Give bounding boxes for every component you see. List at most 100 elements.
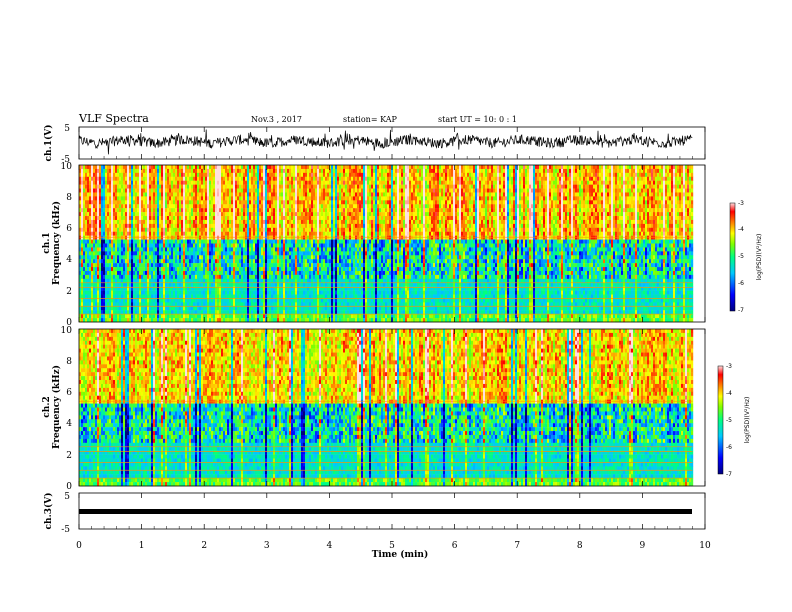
spectrogram-cell xyxy=(245,176,248,181)
spectrogram-cell xyxy=(307,219,310,225)
spectrogram-cell xyxy=(291,247,294,252)
spectrogram-cell xyxy=(175,219,178,225)
spectrogram-cell xyxy=(293,196,296,201)
spectrogram-cell xyxy=(103,247,106,252)
spectrogram-cell xyxy=(245,188,248,193)
spectrogram-cell xyxy=(207,290,210,295)
spectrogram-cell xyxy=(91,208,94,213)
spectrogram-cell xyxy=(211,200,214,205)
spectrogram-cell xyxy=(141,192,144,197)
spectrogram-cell xyxy=(321,176,324,181)
spectrogram-cell xyxy=(87,196,90,201)
spectrogram-cell xyxy=(303,235,306,240)
spectrogram-cell xyxy=(173,180,176,185)
spectrogram-cell xyxy=(301,212,304,217)
spectrogram-cell xyxy=(231,180,234,185)
spectrogram-cell xyxy=(131,318,134,323)
spectrogram-cell xyxy=(231,204,234,209)
spectrogram-cell xyxy=(119,180,122,185)
spectrogram-cell xyxy=(197,184,200,189)
spectrogram-cell xyxy=(291,263,294,268)
spectrogram-cell xyxy=(293,219,296,225)
spectrogram-cell xyxy=(235,188,238,193)
spectrogram-cell xyxy=(89,239,92,244)
spectrogram-cell xyxy=(273,235,276,240)
spectrogram-cell xyxy=(203,212,206,217)
spectrogram-cell xyxy=(105,172,108,177)
spectrogram-cell xyxy=(177,172,180,177)
spectrogram-cell xyxy=(299,165,302,170)
spectrogram-cell xyxy=(163,172,166,177)
spectrogram-cell xyxy=(163,216,166,221)
spectrogram-cell xyxy=(121,219,124,225)
spectrogram-cell xyxy=(133,259,136,264)
spectrogram-cell xyxy=(279,219,282,225)
spectrogram-cell xyxy=(305,314,308,319)
spectrogram-cell xyxy=(101,184,104,189)
spectrogram-cell xyxy=(215,290,218,295)
spectrogram-cell xyxy=(321,314,324,319)
spectrogram-cell xyxy=(259,310,262,315)
spectrogram-cell xyxy=(91,310,94,315)
spectrogram-cell xyxy=(81,231,84,236)
spectrogram-cell xyxy=(293,243,296,248)
spectrogram-cell xyxy=(79,239,82,244)
spectrogram-cell xyxy=(99,200,102,205)
spectrogram-cell xyxy=(205,310,208,315)
spectrogram-cell xyxy=(121,282,124,287)
spectrogram-cell xyxy=(265,302,268,307)
spectrogram-cell xyxy=(91,314,94,319)
spectrogram-cell xyxy=(275,306,278,311)
spectrogram-cell xyxy=(157,255,160,260)
spectrogram-cell xyxy=(299,286,302,291)
spectrogram-cell xyxy=(129,239,132,244)
spectrogram-cell xyxy=(327,267,330,272)
spectrogram-cell xyxy=(111,180,114,185)
spectrogram-cell xyxy=(209,286,212,291)
spectrogram-cell xyxy=(113,208,116,213)
spectrogram-cell xyxy=(81,263,84,268)
spectrogram-cell xyxy=(143,223,146,229)
spectrogram-cell xyxy=(255,314,258,319)
spectrogram-cell xyxy=(323,168,326,174)
spectrogram-cell xyxy=(165,314,168,319)
spectrogram-cell xyxy=(179,267,182,272)
spectrogram-cell xyxy=(191,168,194,174)
spectrogram-cell xyxy=(265,270,268,276)
spectrogram-cell xyxy=(135,168,138,174)
spectrogram-cell xyxy=(305,188,308,193)
spectrogram-cell xyxy=(101,168,104,174)
spectrogram-cell xyxy=(97,204,100,209)
spectrogram-cell xyxy=(275,263,278,268)
spectrogram-cell xyxy=(227,314,230,319)
spectrogram-cell xyxy=(247,263,250,268)
spectrogram-cell xyxy=(129,282,132,287)
spectrogram-cell xyxy=(263,165,266,170)
spectrogram-cell xyxy=(289,208,292,213)
spectrogram-cell xyxy=(163,196,166,201)
spectrogram-cell xyxy=(183,235,186,240)
spectrogram-cell xyxy=(139,204,142,209)
spectrogram-cell xyxy=(203,255,206,260)
spectrogram-cell xyxy=(319,282,322,287)
spectrogram-cell xyxy=(145,196,148,201)
spectrogram-cell xyxy=(285,255,288,260)
spectrogram-cell xyxy=(127,290,130,295)
spectrogram-cell xyxy=(167,306,170,311)
spectrogram-cell xyxy=(185,219,188,225)
spectrogram-cell xyxy=(207,212,210,217)
spectrogram-cell xyxy=(167,172,170,177)
spectrogram-cell xyxy=(217,208,220,213)
spectrogram-cell xyxy=(189,247,192,252)
spectrogram-cell xyxy=(249,196,252,201)
spectrogram-cell xyxy=(185,200,188,205)
spectrogram-cell xyxy=(119,235,122,240)
spectrogram-cell xyxy=(165,239,168,244)
spectrogram-cell xyxy=(141,282,144,287)
spectrogram-cell xyxy=(273,247,276,252)
spectrogram-cell xyxy=(205,286,208,291)
spectrogram-cell xyxy=(145,263,148,268)
spectrogram-cell xyxy=(271,286,274,291)
spectrogram-cell xyxy=(139,251,142,256)
spectrogram-cell xyxy=(263,243,266,248)
